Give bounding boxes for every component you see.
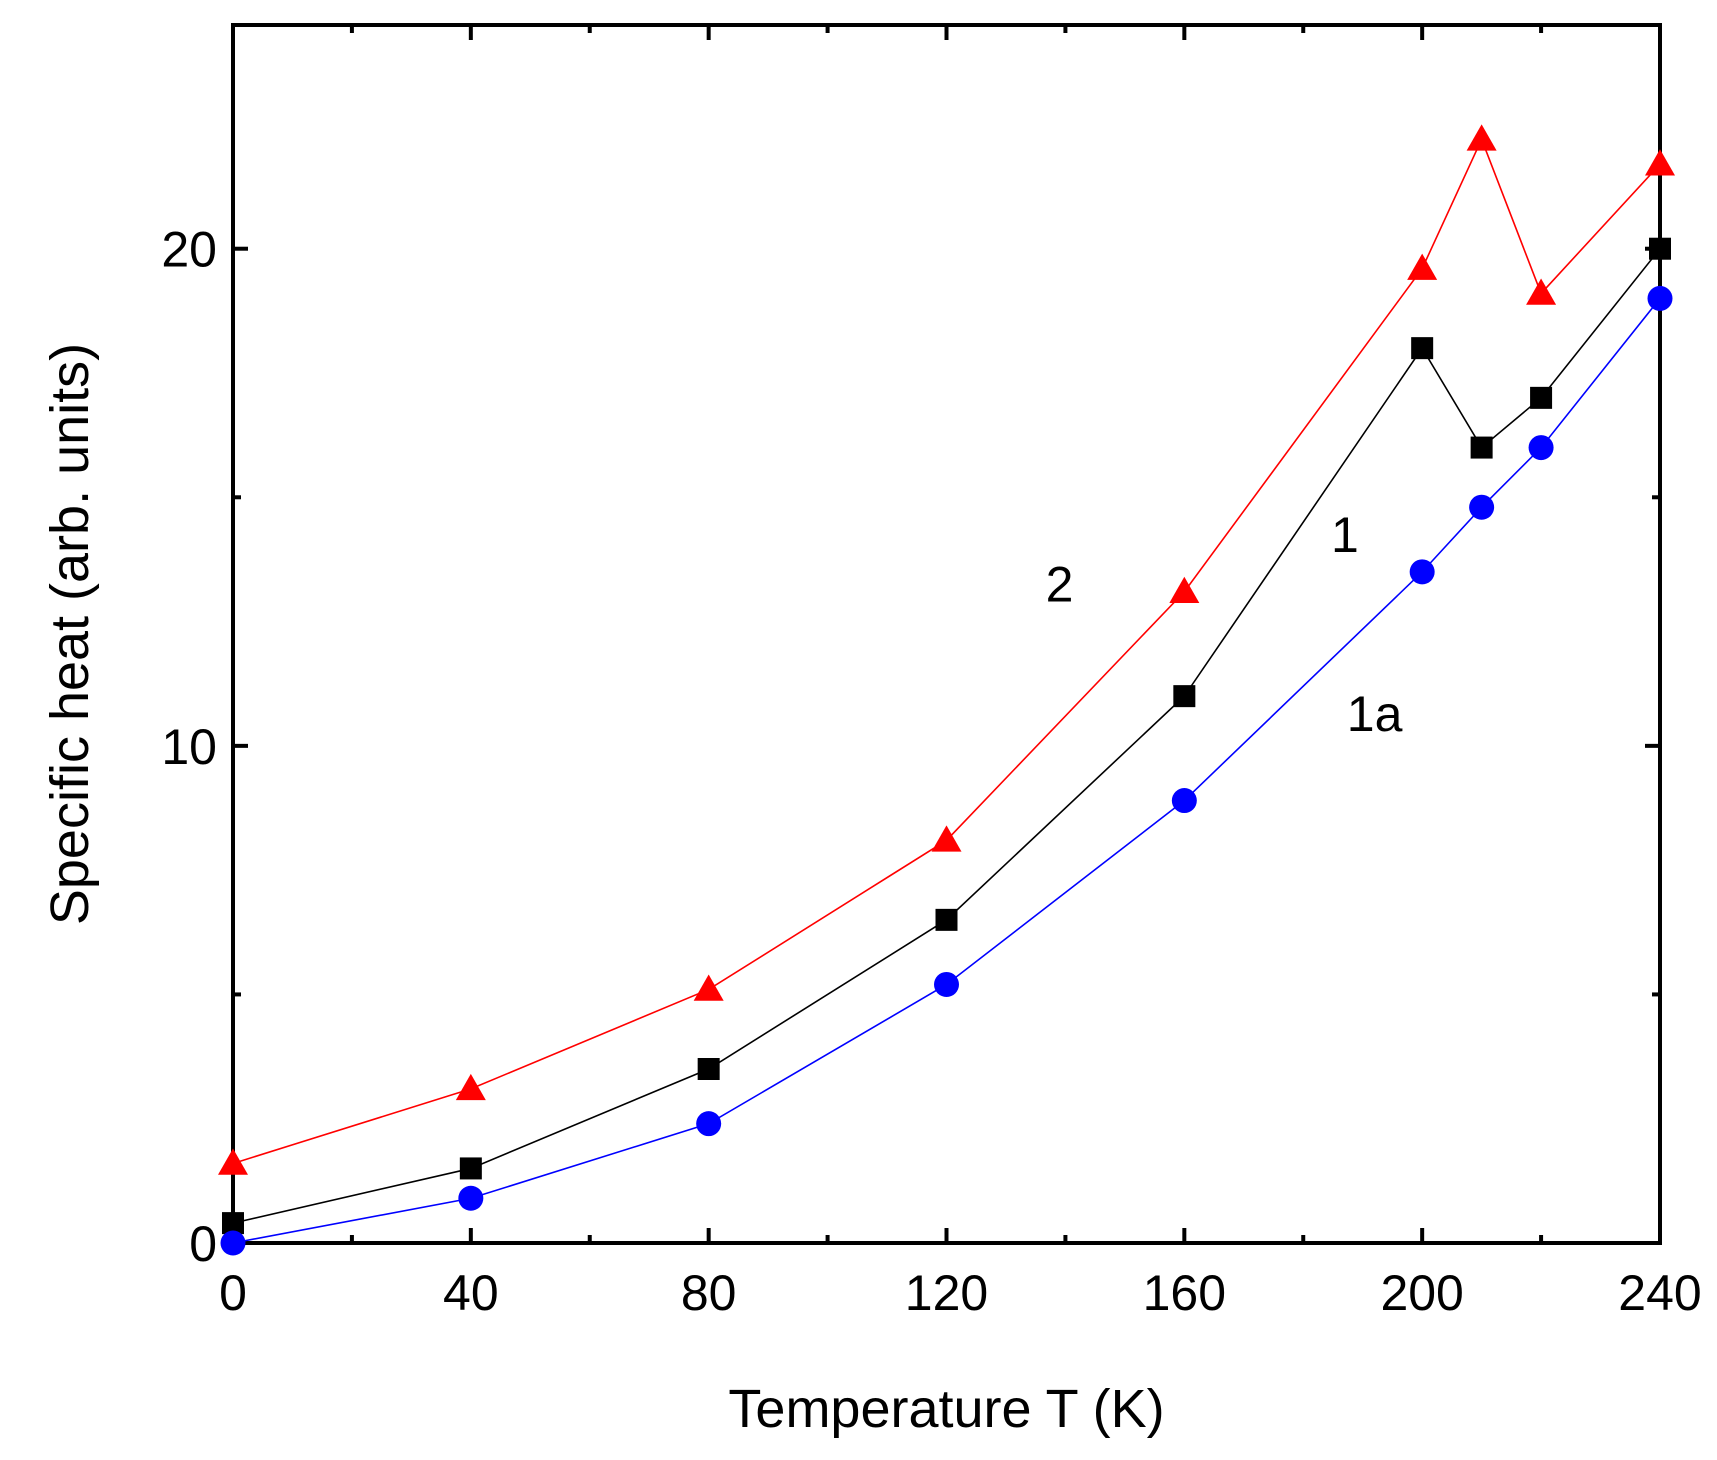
data-point-circle	[934, 971, 959, 997]
axes-group: 0 40 80 120 160 200 240 0 10 20	[161, 23, 1702, 1321]
data-point-square	[222, 1212, 244, 1235]
data-point-triangle	[1466, 124, 1497, 151]
curve-label-1: 1	[1331, 507, 1359, 563]
x-tick-label: 200	[1380, 1265, 1463, 1321]
x-tick-label: 40	[443, 1265, 499, 1321]
data-point-triangle	[1645, 149, 1675, 176]
data-point-circle	[1171, 788, 1197, 814]
data-point-square	[697, 1058, 720, 1080]
y-tick-label: 20	[161, 222, 217, 278]
y-tick-label: 0	[189, 1216, 217, 1272]
data-point-circle	[220, 1230, 246, 1256]
data-point-triangle	[1407, 253, 1438, 280]
series-2	[218, 124, 1675, 1175]
y-axis-title: Specific heat (arb. units)	[40, 343, 100, 925]
x-axis-title: Temperature T (K)	[728, 1379, 1164, 1439]
data-point-triangle	[455, 1073, 486, 1101]
x-tick-label: 160	[1143, 1265, 1226, 1321]
data-point-triangle	[1169, 576, 1200, 603]
data-point-square	[459, 1157, 482, 1180]
data-point-triangle	[1526, 278, 1557, 305]
data-point-circle	[1409, 559, 1435, 585]
data-point-circle	[1469, 494, 1495, 520]
x-tick-label: 80	[681, 1265, 737, 1321]
data-point-square	[1530, 386, 1553, 409]
series-1a	[220, 285, 1673, 1256]
data-point-circle	[696, 1111, 722, 1137]
series-line-2	[232, 137, 1661, 1165]
labels-group: Temperature T (K) Specific heat (arb. un…	[40, 343, 1403, 1439]
data-point-circle	[458, 1185, 484, 1211]
data-point-triangle	[693, 974, 724, 1001]
y-tick-label: 10	[161, 719, 217, 775]
plot-frame	[231, 23, 1662, 1245]
series-group	[218, 124, 1675, 1256]
data-point-circle	[1528, 435, 1554, 461]
curve-label-2: 2	[1046, 557, 1074, 613]
data-point-square	[1649, 237, 1671, 260]
curve-label-1a: 1a	[1347, 686, 1403, 742]
series-line-1a	[232, 297, 1661, 1244]
data-point-square	[935, 908, 958, 931]
x-tick-label: 240	[1618, 1265, 1701, 1321]
series-1	[222, 237, 1671, 1235]
x-tick-label: 0	[219, 1265, 247, 1321]
data-point-triangle	[931, 825, 962, 852]
series-line-1	[232, 248, 1661, 1224]
data-point-square	[1411, 337, 1434, 360]
data-point-triangle	[218, 1148, 248, 1175]
data-point-square	[1470, 436, 1493, 459]
data-point-circle	[1647, 285, 1673, 311]
x-tick-label: 120	[905, 1265, 988, 1321]
data-point-square	[1173, 685, 1196, 708]
